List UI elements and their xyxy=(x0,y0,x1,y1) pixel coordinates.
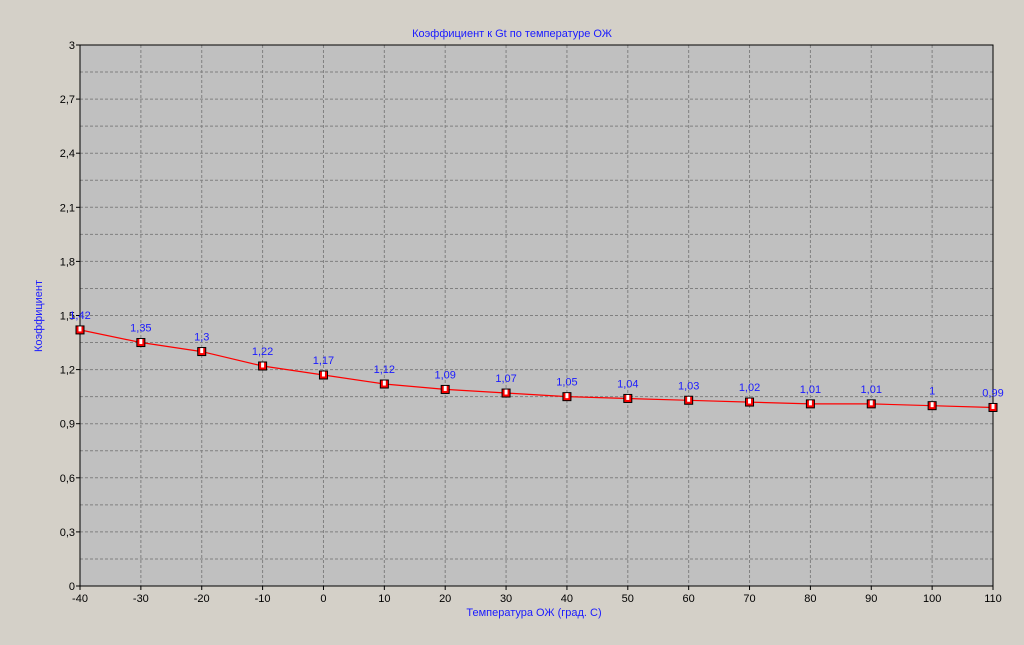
y-tick-label: 2,7 xyxy=(60,94,75,106)
data-label: 1,04 xyxy=(617,378,638,390)
x-tick-label: -40 xyxy=(72,593,88,605)
gridlines xyxy=(80,45,993,586)
data-label: 1,42 xyxy=(69,310,90,322)
data-point-marker-highlight xyxy=(808,400,812,406)
data-series: 1,42 1,35 1,3 1,22 1,17 1,12 1,09 1,07 1,05 1,04 1… xyxy=(69,310,1004,412)
x-tick-label: 40 xyxy=(561,593,573,605)
x-axis-label: Температура ОЖ (град. С) xyxy=(466,607,601,619)
data-label: 1,12 xyxy=(374,364,395,376)
x-tick-label: 70 xyxy=(743,593,755,605)
y-tick-label: 0,6 xyxy=(60,473,75,485)
data-point-marker-highlight xyxy=(930,402,934,408)
y-tick-label: 0,3 xyxy=(60,527,75,539)
x-tick-label: 80 xyxy=(804,593,816,605)
chart-title: Коэффициент к Gt по температуре ОЖ xyxy=(412,28,612,40)
data-point-marker-highlight xyxy=(261,362,265,368)
x-tick-label: 110 xyxy=(984,593,1002,605)
data-label: 1 xyxy=(929,386,935,398)
y-tick-label: 2,1 xyxy=(60,202,75,214)
x-tick-label: 100 xyxy=(923,593,941,605)
data-label: 1,01 xyxy=(800,384,821,396)
data-point-marker-highlight xyxy=(869,400,873,406)
x-tick-label: 0 xyxy=(320,593,326,605)
data-label: 1,09 xyxy=(434,369,455,381)
data-point-marker-highlight xyxy=(565,393,569,399)
data-point-marker-highlight xyxy=(200,348,204,354)
data-point-marker-highlight xyxy=(443,385,447,391)
data-label: 1,17 xyxy=(313,355,334,367)
data-label: 1,02 xyxy=(739,382,760,394)
x-tick-label: 20 xyxy=(439,593,451,605)
data-label: 1,3 xyxy=(194,332,209,344)
y-tick-label: 2,4 xyxy=(60,148,75,160)
data-label: 1,03 xyxy=(678,380,699,392)
data-point-marker-highlight xyxy=(78,326,82,332)
x-tick-label: -30 xyxy=(133,593,149,605)
x-tick-label: 60 xyxy=(683,593,695,605)
data-point-marker-highlight xyxy=(626,394,630,400)
data-label: 1,22 xyxy=(252,346,273,358)
data-label: 1,35 xyxy=(130,323,151,335)
data-point-marker-highlight xyxy=(321,371,325,377)
data-label: 0,99 xyxy=(982,387,1003,399)
x-tick-label: 90 xyxy=(865,593,877,605)
data-point-marker-highlight xyxy=(991,403,995,409)
data-point-marker-highlight xyxy=(139,339,143,345)
y-tick-label: 3 xyxy=(69,40,75,52)
data-label: 1,05 xyxy=(556,377,577,389)
data-point-marker-highlight xyxy=(687,396,691,402)
data-label: 1,07 xyxy=(495,373,516,385)
data-point-marker-highlight xyxy=(504,389,508,395)
x-tick-label: 50 xyxy=(622,593,634,605)
x-tick-label: -20 xyxy=(194,593,210,605)
y-tick-label: 0 xyxy=(69,581,75,593)
x-tick-label: 10 xyxy=(378,593,390,605)
y-axis-label: Коэффициент xyxy=(33,280,45,352)
series-line xyxy=(79,329,994,409)
x-tick-label: 30 xyxy=(500,593,512,605)
y-tick-label: 1,2 xyxy=(60,365,75,377)
x-tick-label: -10 xyxy=(255,593,271,605)
data-point-marker-highlight xyxy=(748,398,752,404)
y-tick-label: 1,8 xyxy=(60,256,75,268)
y-tick-label: 1,5 xyxy=(60,311,75,323)
axes: 0 0,3 0,6 0,9 1,2 1,5 1,8 2,1 2,4 2,7 3 -40 -30 -20 -1… xyxy=(60,40,1002,605)
y-tick-label: 0,9 xyxy=(60,419,75,431)
plot-border xyxy=(79,44,994,587)
data-point-marker-highlight xyxy=(382,380,386,386)
data-label: 1,01 xyxy=(861,384,882,396)
